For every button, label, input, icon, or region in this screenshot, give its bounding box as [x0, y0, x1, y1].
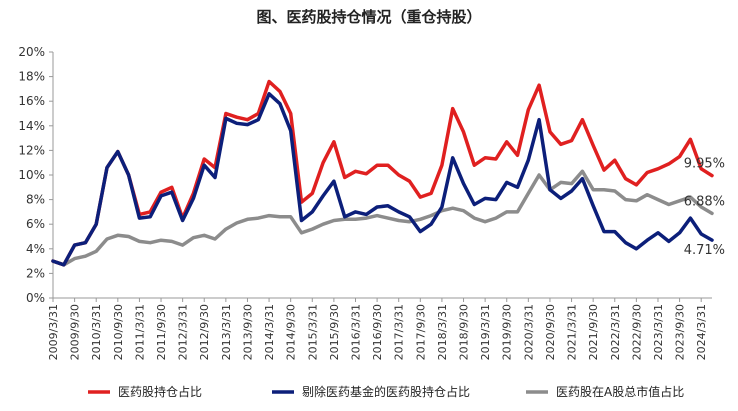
y-tick-label: 10%	[18, 168, 45, 182]
x-tick-label: 2009/9/30	[69, 304, 82, 360]
x-tick-label: 2009/3/31	[47, 304, 60, 360]
end-value-label: 4.71%	[684, 243, 725, 258]
legend-label: 剔除医药基金的医药股持仓占比	[302, 384, 470, 399]
legend-label: 医药股在A股总市值占比	[556, 384, 684, 399]
x-tick-label: 2014/3/31	[263, 304, 276, 360]
x-tick-label: 2012/3/31	[177, 304, 190, 360]
x-tick-label: 2010/3/31	[90, 304, 103, 360]
end-labels: 9.95% 4.71% 6.88%	[684, 157, 725, 258]
y-tick-label: 8%	[26, 193, 45, 207]
x-tick-label: 2015/9/30	[328, 304, 341, 360]
end-value-label: 9.95%	[684, 157, 725, 172]
series-line	[51, 169, 714, 267]
x-tick-label: 2022/9/30	[630, 304, 643, 360]
y-tick-label: 14%	[18, 119, 45, 133]
x-tick-label: 2018/9/30	[458, 304, 471, 360]
y-tick-label: 2%	[26, 266, 45, 280]
x-tick-label: 2017/9/30	[414, 304, 427, 360]
x-tick-label: 2016/3/31	[349, 304, 362, 360]
x-tick-label: 2023/9/30	[674, 304, 687, 360]
x-tick-label: 2023/3/31	[652, 304, 665, 360]
x-tick-label: 2013/3/31	[220, 304, 233, 360]
x-tick-label: 2015/3/31	[306, 304, 319, 360]
x-tick-label: 2014/9/30	[285, 304, 298, 360]
y-tick-label: 6%	[26, 217, 45, 231]
x-tick-label: 2012/9/30	[198, 304, 211, 360]
x-tick-label: 2024/3/31	[695, 304, 708, 360]
x-tick-label: 2020/9/30	[544, 304, 557, 360]
x-tick-label: 2019/9/30	[501, 304, 514, 360]
x-tick-label: 2019/3/31	[479, 304, 492, 360]
series-line	[51, 79, 714, 267]
x-tick-label: 2013/9/30	[241, 304, 254, 360]
x-tick-label: 2022/3/31	[609, 304, 622, 360]
legend: 医药股持仓占比 剔除医药基金的医药股持仓占比 医药股在A股总市值占比	[88, 384, 684, 399]
series-layer	[51, 79, 714, 267]
y-tick-label: 16%	[18, 94, 45, 108]
x-tick-label: 2011/3/31	[133, 304, 146, 360]
series-line	[51, 92, 714, 267]
x-tick-label: 2016/9/30	[371, 304, 384, 360]
y-tick-label: 18%	[18, 70, 45, 84]
y-tick-label: 0%	[26, 291, 45, 305]
x-tick-label: 2017/3/31	[393, 304, 406, 360]
chart-title: 图、医药股持仓情况（重仓持股）	[256, 8, 482, 26]
x-axis: 2009/3/31 2009/9/30 2010/3/31 2010/9/30 2011…	[47, 297, 712, 360]
x-tick-label: 2018/3/31	[436, 304, 449, 360]
x-tick-label: 2021/9/30	[587, 304, 600, 360]
y-tick-label: 4%	[26, 242, 45, 256]
x-tick-label: 2011/9/30	[155, 304, 168, 360]
end-value-label: 6.88%	[684, 194, 725, 209]
y-tick-label: 12%	[18, 143, 45, 157]
legend-label: 医药股持仓占比	[118, 384, 202, 399]
y-tick-label: 20%	[18, 45, 45, 59]
x-tick-label: 2021/3/31	[566, 304, 579, 360]
x-tick-label: 2020/3/31	[522, 304, 535, 360]
x-tick-label: 2010/9/30	[112, 304, 125, 360]
y-axis: 0% 2% 4% 6% 8% 10% 12% 14% 16% 18% 20%	[18, 45, 54, 305]
